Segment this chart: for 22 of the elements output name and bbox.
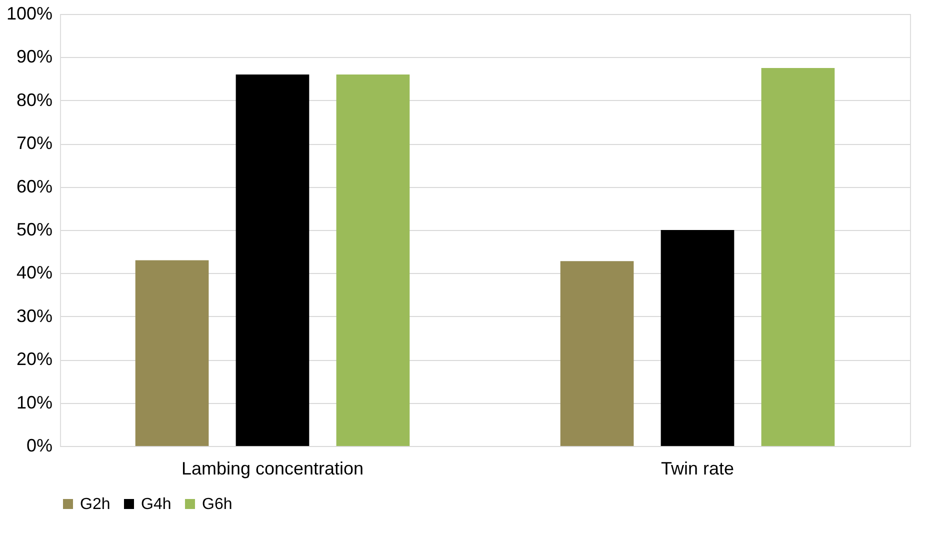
y-tick-label: 100% — [6, 4, 52, 24]
x-tick-label: Twin rate — [660, 458, 734, 478]
y-tick-label: 10% — [16, 392, 52, 412]
bar — [660, 230, 734, 446]
y-tick-label: 60% — [16, 176, 52, 196]
legend-label: G4h — [141, 496, 172, 513]
y-tick-label: 0% — [26, 436, 52, 456]
y-tick-label: 70% — [16, 133, 52, 154]
y-tick-label: 40% — [16, 262, 52, 283]
legend-label: G6h — [202, 496, 232, 513]
bar — [336, 74, 410, 446]
x-tick-label: Lambing concentration — [181, 458, 364, 478]
bar — [236, 74, 310, 446]
y-tick-label: 20% — [16, 349, 52, 370]
bar — [761, 68, 835, 446]
bar — [135, 260, 209, 446]
legend-label: G2h — [80, 496, 110, 513]
y-tick-label: 90% — [16, 46, 52, 67]
y-tick-label: 30% — [16, 306, 52, 326]
bar — [560, 261, 634, 446]
y-tick-label: 80% — [16, 90, 52, 110]
y-tick-label: 50% — [16, 220, 52, 240]
